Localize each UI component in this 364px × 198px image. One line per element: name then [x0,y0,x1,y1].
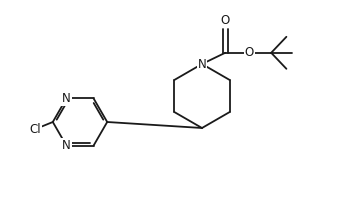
Text: O: O [221,14,230,27]
Text: Cl: Cl [29,123,41,136]
Text: N: N [62,139,71,152]
Text: N: N [198,57,206,70]
Text: O: O [245,46,254,59]
Text: N: N [62,92,71,105]
